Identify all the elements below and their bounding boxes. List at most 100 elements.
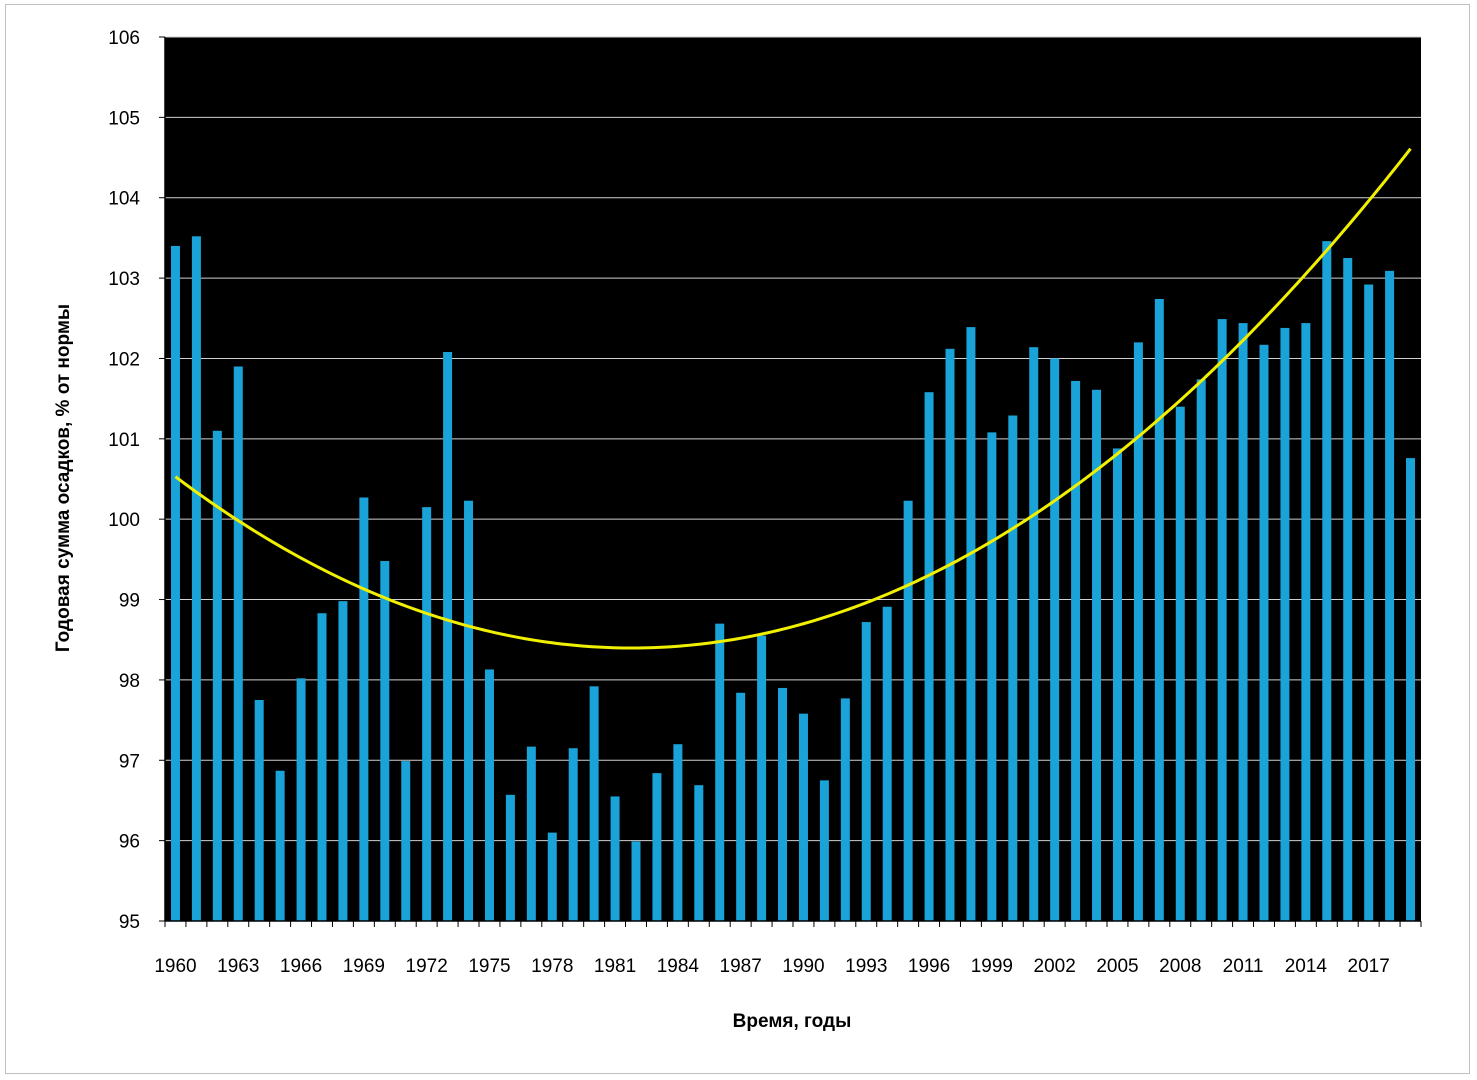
bar-1961 [191,236,201,921]
x-tick-label: 1981 [594,956,636,977]
bar-2019 [1406,458,1416,921]
bar-1992 [840,698,850,921]
bar-1967 [317,613,327,921]
bar-2016 [1343,258,1353,921]
bar-2009 [1196,379,1206,921]
bar-1986 [715,623,725,921]
y-tick-label: 103 [108,269,140,290]
y-tick-label: 98 [119,671,140,692]
x-tick-label: 2008 [1159,956,1201,977]
bar-1995 [903,500,913,921]
bar-1988 [757,635,767,921]
bar-1998 [966,327,976,921]
bar-1982 [631,841,641,921]
x-tick-label: 1960 [154,956,196,977]
bar-1975 [484,669,494,921]
y-tick-label: 97 [119,751,140,772]
bar-1981 [610,796,620,921]
x-tick-label: 1990 [782,956,824,977]
trend-line [174,147,1412,650]
bar-1966 [296,678,306,921]
bar-1969 [359,497,369,921]
bar-2002 [1050,358,1060,921]
x-tick-label: 1993 [845,956,887,977]
bar-1974 [464,500,474,921]
y-tick-label: 101 [108,430,140,451]
bar-2018 [1385,270,1395,922]
y-tick-label: 106 [108,28,140,49]
y-tick-label: 102 [108,349,140,370]
bar-1991 [819,780,829,921]
bar-2000 [1008,415,1018,921]
y-tick-label: 96 [119,832,140,853]
bar-1971 [401,761,411,921]
bar-1985 [694,785,704,921]
y-axis-title: Годовая сумма осадков, % от нормы [53,304,74,652]
x-tick-label: 1999 [971,956,1013,977]
x-tick-label: 1975 [468,956,510,977]
bar-1973 [443,352,453,921]
bar-1987 [736,692,746,921]
bar-2001 [1029,347,1039,922]
bar-1962 [212,430,222,921]
y-tick-label: 95 [119,912,140,933]
x-tick-label: 1987 [720,956,762,977]
x-tick-label: 1966 [280,956,322,977]
x-tick-label: 1996 [908,956,950,977]
axes [159,36,1422,927]
x-tick-label: 2017 [1348,956,1390,977]
bar-1999 [987,432,997,921]
bar-1989 [778,687,788,921]
bar-2008 [1175,406,1185,921]
bar-2014 [1301,323,1311,921]
x-tick-label: 2011 [1223,956,1264,977]
bar-1965 [275,770,285,921]
bar-1980 [589,686,599,921]
bar-1996 [924,392,934,921]
plot-area [165,37,1421,921]
bar-1970 [380,560,390,921]
bar-2012 [1259,344,1269,921]
bar-1993 [861,622,871,921]
bar-1964 [254,700,264,921]
x-tick-labels: 1960 1963 1966 1969 1972 1975 1978 1981 1984 1987… [154,956,1389,977]
x-tick-label: 1972 [406,956,448,977]
bar-1983 [652,773,662,921]
bar-2007 [1154,298,1164,921]
y-tick-label: 99 [119,591,140,612]
bar-1977 [526,746,536,921]
x-tick-label: 1969 [343,956,385,977]
bar-1963 [233,366,243,921]
bar-1990 [798,713,808,921]
x-tick-label: 2014 [1285,956,1328,977]
bar-1978 [547,832,557,921]
bar-2015 [1322,241,1332,921]
bar-2017 [1364,284,1374,921]
bar-1994 [882,606,892,921]
x-axis-title: Время, годы [733,1011,852,1032]
bar-2003 [1071,380,1081,921]
x-tick-label: 1978 [531,956,573,977]
bar-2013 [1280,327,1290,921]
bars [170,236,1416,922]
x-tick-label: 1963 [217,956,259,977]
bar-1984 [673,744,683,921]
x-tick-label: 2005 [1096,956,1138,977]
bar-1968 [338,601,348,921]
bar-1972 [422,507,432,921]
bar-1997 [945,348,955,921]
y-tick-label: 100 [108,510,140,531]
x-tick-label: 2002 [1034,956,1076,977]
x-tick-label: 1984 [657,956,700,977]
bar-2010 [1217,319,1227,921]
bar-1960 [170,245,180,922]
y-tick-label: 105 [108,108,140,129]
bar-1979 [568,748,578,921]
bar-2005 [1112,448,1122,921]
gridlines [165,36,1421,842]
bar-2011 [1238,323,1248,921]
bar-2004 [1092,389,1102,921]
bar-1976 [505,794,515,921]
bar-2006 [1133,342,1143,921]
